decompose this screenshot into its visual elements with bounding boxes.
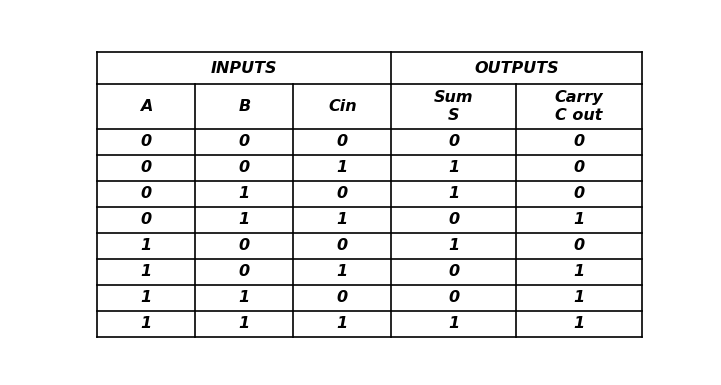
Text: 1: 1 (573, 264, 585, 279)
Text: OUTPUTS: OUTPUTS (474, 60, 559, 75)
Text: 0: 0 (573, 238, 585, 253)
Text: 0: 0 (239, 264, 250, 279)
Text: 1: 1 (448, 238, 459, 253)
Text: 1: 1 (141, 238, 152, 253)
Text: B: B (238, 99, 250, 114)
Text: 0: 0 (573, 161, 585, 176)
Text: 0: 0 (337, 290, 348, 305)
Text: 0: 0 (337, 134, 348, 149)
Text: 0: 0 (573, 134, 585, 149)
Text: 1: 1 (337, 316, 348, 331)
Text: 0: 0 (448, 213, 459, 228)
Text: 0: 0 (337, 238, 348, 253)
Text: 1: 1 (141, 264, 152, 279)
Text: 1: 1 (239, 186, 250, 201)
Text: 1: 1 (141, 290, 152, 305)
Text: 1: 1 (239, 290, 250, 305)
Text: 1: 1 (239, 316, 250, 331)
Text: 0: 0 (141, 161, 152, 176)
Text: 0: 0 (448, 290, 459, 305)
Text: 1: 1 (448, 186, 459, 201)
Text: A: A (140, 99, 153, 114)
Text: 0: 0 (239, 161, 250, 176)
Text: 1: 1 (573, 316, 585, 331)
Text: 1: 1 (448, 161, 459, 176)
Text: 0: 0 (573, 186, 585, 201)
Text: 1: 1 (448, 316, 459, 331)
Text: 0: 0 (239, 134, 250, 149)
Text: 1: 1 (337, 264, 348, 279)
Text: INPUTS: INPUTS (211, 60, 278, 75)
Text: 1: 1 (337, 213, 348, 228)
Text: Cin: Cin (328, 99, 357, 114)
Text: 0: 0 (141, 186, 152, 201)
Text: 1: 1 (337, 161, 348, 176)
Text: 0: 0 (141, 213, 152, 228)
Text: 1: 1 (141, 316, 152, 331)
Text: 0: 0 (448, 134, 459, 149)
Text: 1: 1 (573, 213, 585, 228)
Text: 0: 0 (239, 238, 250, 253)
Text: 0: 0 (141, 134, 152, 149)
Text: 1: 1 (573, 290, 585, 305)
Text: 0: 0 (337, 186, 348, 201)
Text: Carry
C out: Carry C out (554, 90, 603, 123)
Text: 1: 1 (239, 213, 250, 228)
Text: Sum
S: Sum S (434, 90, 474, 123)
Text: 0: 0 (448, 264, 459, 279)
